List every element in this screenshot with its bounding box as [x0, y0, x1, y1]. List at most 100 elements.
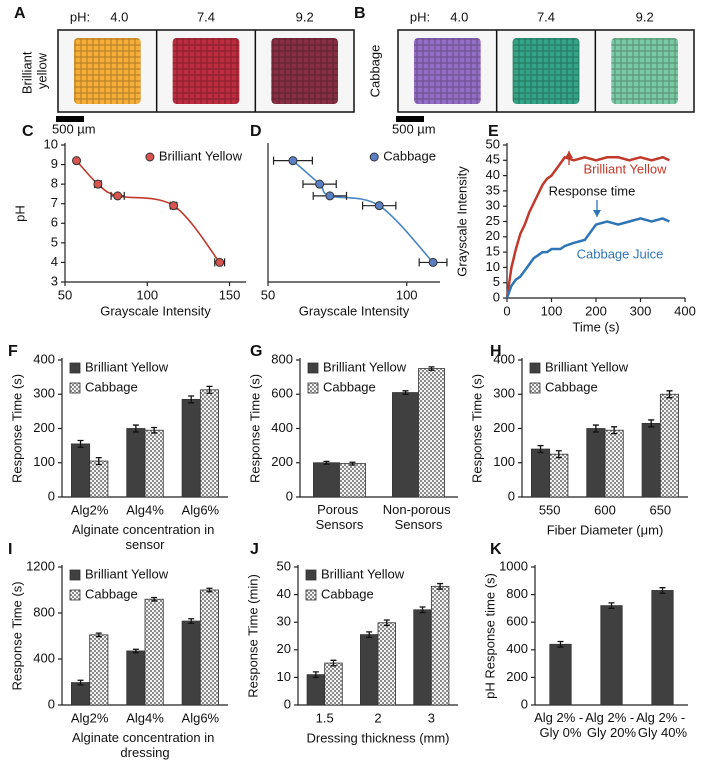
- error-bar: [402, 390, 409, 395]
- y-tick-label: 45: [486, 152, 500, 167]
- legend-swatch: [69, 589, 81, 601]
- bar: [144, 598, 164, 706]
- data-point: [72, 156, 82, 166]
- error-bar: [437, 582, 444, 590]
- y-tick-label: 10: [486, 259, 500, 274]
- y-tick-label: 20: [277, 641, 291, 656]
- arrow-head: [593, 210, 601, 217]
- error-bar: [188, 395, 195, 404]
- panel-letter: C: [22, 123, 34, 140]
- error-bar: [608, 602, 615, 610]
- legend-swatch: [69, 362, 81, 374]
- y-tick-label: 40: [277, 586, 291, 601]
- bar: [418, 368, 445, 498]
- sample-name: Brilliant yellow: [20, 48, 50, 94]
- panel-letter: J: [250, 541, 259, 558]
- x-tick-label: Alg 2% - Gly 20%: [585, 710, 638, 740]
- series-line: [505, 155, 670, 299]
- scale-bar: [396, 116, 424, 122]
- x-tick-label: 400: [674, 303, 696, 318]
- legend-swatch: [305, 569, 317, 581]
- legend-marker: [145, 152, 155, 162]
- legend-label: Cabbage: [383, 148, 436, 163]
- x-tick-label: 50: [261, 287, 275, 302]
- y-tick-label: 400: [33, 351, 55, 366]
- bar: [600, 605, 623, 706]
- legend-label: Brilliant Yellow: [321, 566, 405, 581]
- legend-label: Brilliant Yellow: [85, 566, 169, 581]
- data-point: [428, 257, 438, 267]
- y-tick-label: 400: [33, 650, 55, 665]
- error-bar: [77, 439, 84, 448]
- y-tick-label: 600: [506, 614, 528, 629]
- y-tick-label: 800: [33, 604, 55, 619]
- panel-letter: H: [490, 343, 502, 360]
- error-bar: [95, 632, 102, 638]
- bar: [549, 643, 572, 706]
- y-tick-label: 0: [48, 488, 55, 503]
- error-bar: [95, 456, 102, 466]
- error-bar: [557, 640, 564, 648]
- bar: [313, 462, 340, 498]
- bar: [89, 634, 109, 706]
- y-tick-label: 25: [486, 213, 500, 228]
- legend-label: Cabbage: [85, 379, 138, 394]
- y-tick-label: 3: [51, 273, 58, 288]
- y-tick-label: 200: [493, 420, 515, 435]
- x-tick-label: 100: [541, 303, 563, 318]
- y-tick-label: 400: [493, 351, 515, 366]
- y-tick-label: 300: [33, 386, 55, 401]
- legend-label: Brilliant Yellow: [159, 148, 243, 163]
- legend-label: Brilliant Yellow: [545, 359, 629, 374]
- error-bar: [132, 424, 139, 433]
- bar: [181, 620, 201, 706]
- y-tick-label: 35: [486, 182, 500, 197]
- y-tick-label: 200: [33, 420, 55, 435]
- bar: [413, 609, 432, 706]
- y-tick-label: 5: [51, 234, 58, 249]
- data-point: [374, 201, 384, 211]
- panel-letter: E: [488, 123, 499, 140]
- y-tick-label: 0: [286, 488, 293, 503]
- bar: [181, 398, 201, 498]
- y-axis-label: Response Time (min): [245, 574, 260, 698]
- panel-letter: A: [14, 5, 26, 22]
- bar: [126, 428, 146, 498]
- error-bar: [206, 385, 213, 394]
- x-axis-label: Alginate concentration in sensor: [72, 522, 218, 552]
- y-tick-label: 10: [44, 136, 58, 151]
- series-line: [505, 217, 670, 299]
- y-tick-label: 600: [271, 386, 293, 401]
- x-tick-label: Porous Sensors: [316, 502, 364, 532]
- annotation: Response time: [549, 183, 636, 198]
- y-tick-label: 1200: [26, 558, 55, 573]
- sensor-weave: [172, 38, 240, 104]
- bar: [71, 443, 91, 498]
- bar: [199, 389, 219, 498]
- sensor-weave: [414, 38, 481, 104]
- y-axis-label: pH Response time (s): [482, 573, 497, 699]
- y-tick-label: 40: [486, 167, 500, 182]
- x-tick-label: Alg6%: [182, 502, 220, 517]
- error-bar: [383, 619, 390, 627]
- y-tick-label: 50: [277, 558, 291, 573]
- error-bar: [330, 659, 337, 667]
- x-tick-label: 650: [649, 502, 671, 517]
- legend-label: Cabbage: [85, 586, 138, 601]
- ph-value: 9.2: [636, 9, 654, 24]
- bar: [144, 429, 164, 498]
- x-tick-label: 0: [503, 303, 510, 318]
- data-point: [288, 156, 298, 166]
- legend-label: Cabbage: [321, 586, 374, 601]
- x-tick-label: Alg2%: [71, 502, 109, 517]
- sensor-weave: [74, 38, 141, 104]
- legend-swatch: [529, 382, 541, 394]
- panel-letter: K: [490, 541, 502, 558]
- legend-label: Cabbage: [545, 379, 598, 394]
- bar: [89, 460, 109, 498]
- data-point: [215, 257, 225, 267]
- sensor-weave: [271, 38, 338, 104]
- error-bar: [555, 450, 562, 459]
- legend-swatch: [69, 382, 81, 394]
- x-axis-label: Alginate concentration in dressing: [72, 730, 218, 760]
